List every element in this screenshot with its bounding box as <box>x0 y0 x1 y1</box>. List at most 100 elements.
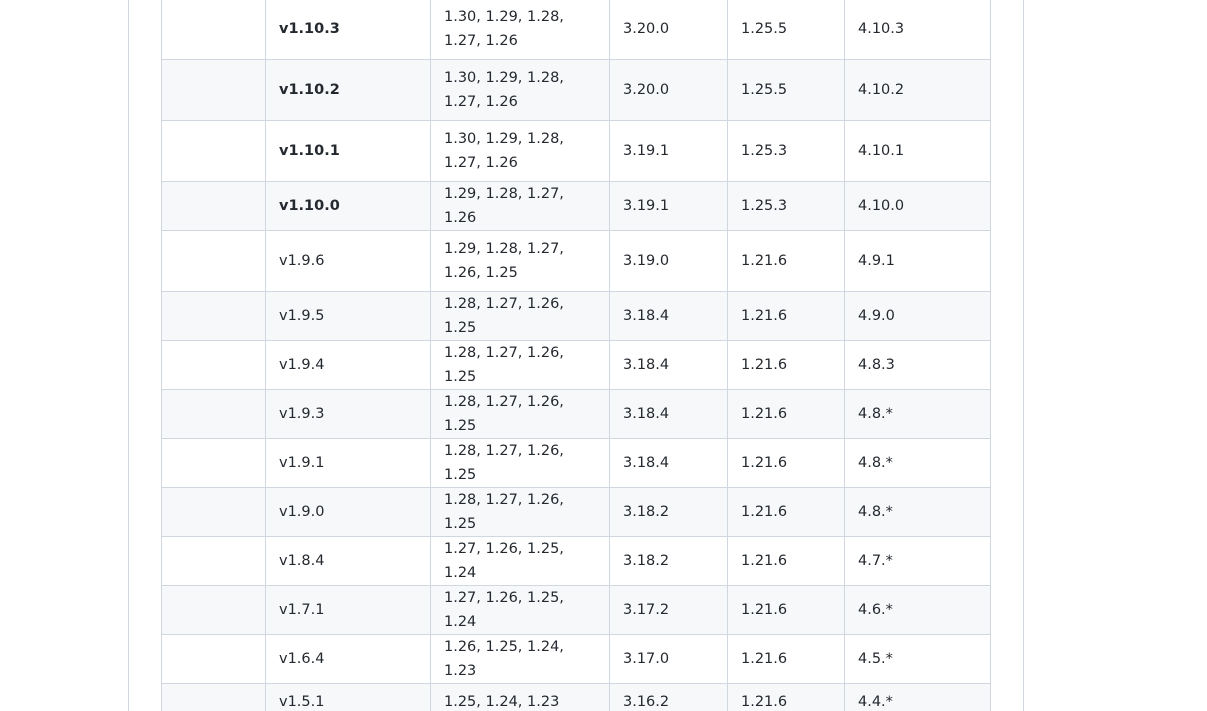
col4-cell: 1.21.6 <box>727 536 845 586</box>
k8s-versions-text: 1.28, 1.27, 1.26, 1.25 <box>444 345 564 385</box>
col4-cell: 1.25.5 <box>727 0 845 60</box>
col3-cell: 3.19.0 <box>609 230 728 292</box>
col5-cell: 4.4.* <box>844 683 991 711</box>
table-row: v1.10.2 1.30, 1.29, 1.28, 1.27, 1.26 3.2… <box>161 59 991 121</box>
empty-cell <box>161 683 266 711</box>
col5-text: 4.10.1 <box>858 143 905 159</box>
col4-cell: 1.25.3 <box>727 181 845 231</box>
col4-text: 1.25.5 <box>741 21 788 37</box>
table-row: v1.10.1 1.30, 1.29, 1.28, 1.27, 1.26 3.1… <box>161 120 991 182</box>
version-cell: v1.9.4 <box>265 340 431 390</box>
k8s-versions-text: 1.29, 1.28, 1.27, 1.26 <box>444 186 564 226</box>
col3-text: 3.18.2 <box>623 504 670 520</box>
col3-text: 3.20.0 <box>623 21 670 37</box>
col3-cell: 3.19.1 <box>609 181 728 231</box>
col4-text: 1.21.6 <box>741 694 788 710</box>
empty-cell <box>161 634 266 684</box>
col4-cell: 1.21.6 <box>727 585 845 635</box>
col5-cell: 4.8.* <box>844 438 991 488</box>
k8s-versions-text: 1.28, 1.27, 1.26, 1.25 <box>444 443 564 483</box>
k8s-versions-cell: 1.30, 1.29, 1.28, 1.27, 1.26 <box>430 120 610 182</box>
col4-text: 1.21.6 <box>741 308 788 324</box>
col4-cell: 1.25.5 <box>727 59 845 121</box>
col4-text: 1.25.3 <box>741 143 788 159</box>
table-row: v1.9.0 1.28, 1.27, 1.26, 1.25 3.18.2 1.2… <box>161 487 991 537</box>
version-text: v1.5.1 <box>279 694 325 710</box>
empty-cell <box>161 181 266 231</box>
version-text: v1.9.0 <box>279 504 325 520</box>
col5-text: 4.10.0 <box>858 198 905 214</box>
col3-cell: 3.18.2 <box>609 487 728 537</box>
col5-text: 4.8.* <box>858 455 893 471</box>
col4-cell: 1.21.6 <box>727 291 845 341</box>
version-cell: v1.9.5 <box>265 291 431 341</box>
col3-text: 3.19.0 <box>623 253 670 269</box>
version-text: v1.10.1 <box>279 143 340 159</box>
k8s-versions-cell: 1.28, 1.27, 1.26, 1.25 <box>430 438 610 488</box>
col4-cell: 1.21.6 <box>727 683 845 711</box>
empty-cell <box>161 120 266 182</box>
col5-text: 4.5.* <box>858 651 893 667</box>
k8s-versions-text: 1.30, 1.29, 1.28, 1.27, 1.26 <box>444 9 564 49</box>
col5-cell: 4.8.* <box>844 389 991 439</box>
empty-cell <box>161 0 266 60</box>
col3-cell: 3.17.0 <box>609 634 728 684</box>
table-row: v1.9.1 1.28, 1.27, 1.26, 1.25 3.18.4 1.2… <box>161 438 991 488</box>
col5-cell: 4.6.* <box>844 585 991 635</box>
version-cell: v1.8.4 <box>265 536 431 586</box>
empty-cell <box>161 536 266 586</box>
empty-cell <box>161 59 266 121</box>
table-row: v1.10.3 1.30, 1.29, 1.28, 1.27, 1.26 3.2… <box>161 0 991 60</box>
version-cell: v1.5.1 <box>265 683 431 711</box>
col5-text: 4.8.3 <box>858 357 895 373</box>
version-text: v1.8.4 <box>279 553 325 569</box>
version-text: v1.9.6 <box>279 253 325 269</box>
empty-cell <box>161 291 266 341</box>
k8s-versions-text: 1.28, 1.27, 1.26, 1.25 <box>444 394 564 434</box>
col5-text: 4.10.3 <box>858 21 905 37</box>
col3-text: 3.18.4 <box>623 308 670 324</box>
col3-text: 3.17.0 <box>623 651 670 667</box>
table-row: v1.8.4 1.27, 1.26, 1.25, 1.24 3.18.2 1.2… <box>161 536 991 586</box>
col4-text: 1.21.6 <box>741 651 788 667</box>
version-cell: v1.9.0 <box>265 487 431 537</box>
version-text: v1.7.1 <box>279 602 325 618</box>
table-row: v1.9.4 1.28, 1.27, 1.26, 1.25 3.18.4 1.2… <box>161 340 991 390</box>
table-row: v1.9.5 1.28, 1.27, 1.26, 1.25 3.18.4 1.2… <box>161 291 991 341</box>
col3-text: 3.18.4 <box>623 357 670 373</box>
col4-text: 1.21.6 <box>741 357 788 373</box>
version-text: v1.10.0 <box>279 198 340 214</box>
version-cell: v1.10.1 <box>265 120 431 182</box>
col3-cell: 3.18.4 <box>609 438 728 488</box>
col3-cell: 3.18.4 <box>609 340 728 390</box>
k8s-versions-text: 1.26, 1.25, 1.24, 1.23 <box>444 639 564 679</box>
col3-cell: 3.16.2 <box>609 683 728 711</box>
k8s-versions-cell: 1.28, 1.27, 1.26, 1.25 <box>430 487 610 537</box>
empty-cell <box>161 340 266 390</box>
version-cell: v1.7.1 <box>265 585 431 635</box>
version-cell: v1.10.2 <box>265 59 431 121</box>
k8s-versions-cell: 1.27, 1.26, 1.25, 1.24 <box>430 585 610 635</box>
col3-text: 3.19.1 <box>623 143 670 159</box>
k8s-versions-cell: 1.29, 1.28, 1.27, 1.26 <box>430 181 610 231</box>
col5-text: 4.4.* <box>858 694 893 710</box>
col5-cell: 4.10.2 <box>844 59 991 121</box>
col4-text: 1.21.6 <box>741 602 788 618</box>
col4-cell: 1.25.3 <box>727 120 845 182</box>
version-text: v1.9.5 <box>279 308 325 324</box>
table-row: v1.5.1 1.25, 1.24, 1.23 3.16.2 1.21.6 4.… <box>161 683 991 711</box>
col3-text: 3.20.0 <box>623 82 670 98</box>
table-row: v1.9.3 1.28, 1.27, 1.26, 1.25 3.18.4 1.2… <box>161 389 991 439</box>
k8s-versions-cell: 1.28, 1.27, 1.26, 1.25 <box>430 340 610 390</box>
version-text: v1.10.3 <box>279 21 340 37</box>
col5-text: 4.9.1 <box>858 253 895 269</box>
version-cell: v1.10.3 <box>265 0 431 60</box>
table-row: v1.7.1 1.27, 1.26, 1.25, 1.24 3.17.2 1.2… <box>161 585 991 635</box>
col5-cell: 4.7.* <box>844 536 991 586</box>
col3-cell: 3.20.0 <box>609 59 728 121</box>
col3-text: 3.18.2 <box>623 553 670 569</box>
empty-cell <box>161 438 266 488</box>
table-row: v1.6.4 1.26, 1.25, 1.24, 1.23 3.17.0 1.2… <box>161 634 991 684</box>
col5-text: 4.8.* <box>858 504 893 520</box>
